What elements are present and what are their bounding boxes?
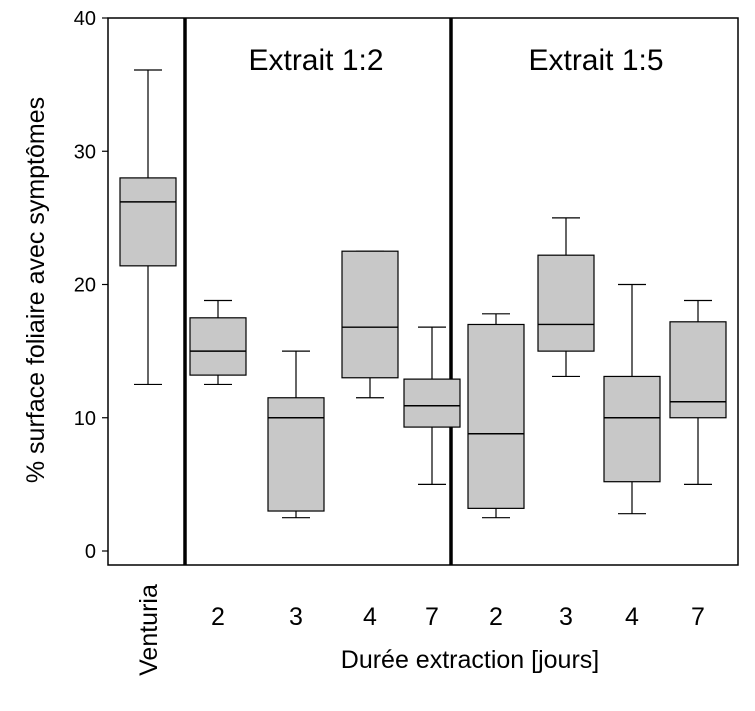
box-8 bbox=[603, 283, 661, 515]
panel-title-extrait-1-5: Extrait 1:5 bbox=[528, 44, 663, 77]
box-1 bbox=[119, 69, 177, 386]
y-tick-label-30: 30 bbox=[74, 141, 96, 163]
x-axis-title: Durée extraction [jours] bbox=[341, 646, 599, 674]
box-iqr bbox=[669, 321, 727, 419]
axis-layer: 0 10 20 30 40 Venturia 2 3 4 7 2 3 4 7 bbox=[74, 8, 739, 676]
x-category-label-2: 2 bbox=[211, 603, 225, 631]
box-4 bbox=[341, 250, 399, 399]
box-iqr bbox=[537, 254, 595, 352]
x-category-label-7: 7 bbox=[425, 603, 439, 631]
x-category-label-venturia: Venturia bbox=[135, 584, 163, 676]
x-category-label-4: 4 bbox=[625, 603, 639, 631]
y-tick-label-20: 20 bbox=[74, 275, 96, 297]
box-iqr bbox=[341, 250, 399, 379]
box-9 bbox=[669, 299, 727, 485]
y-axis-title: % surface foliaire avec symptômes bbox=[22, 97, 50, 483]
box-iqr bbox=[403, 378, 461, 428]
box-7 bbox=[537, 217, 595, 378]
x-category-label-3: 3 bbox=[559, 603, 573, 631]
box-5 bbox=[403, 326, 461, 485]
box-iqr bbox=[603, 375, 661, 483]
box-iqr bbox=[467, 323, 525, 509]
boxes-layer bbox=[119, 69, 727, 519]
box-2 bbox=[189, 299, 247, 386]
x-category-label-3: 3 bbox=[289, 603, 303, 631]
plot-frame bbox=[107, 17, 739, 566]
x-category-label-4: 4 bbox=[363, 603, 377, 631]
panel-layer bbox=[183, 18, 453, 565]
panel-title-extrait-1-2: Extrait 1:2 bbox=[248, 44, 383, 77]
x-category-label-7: 7 bbox=[691, 603, 705, 631]
box-3 bbox=[267, 350, 325, 519]
y-tick-label-0: 0 bbox=[85, 541, 96, 563]
box-iqr bbox=[189, 317, 247, 376]
y-tick-label-40: 40 bbox=[74, 8, 96, 30]
y-tick-label-10: 10 bbox=[74, 408, 96, 430]
box-6 bbox=[467, 313, 525, 519]
box-iqr bbox=[119, 177, 177, 267]
x-category-label-2: 2 bbox=[489, 603, 503, 631]
box-iqr bbox=[267, 397, 325, 512]
